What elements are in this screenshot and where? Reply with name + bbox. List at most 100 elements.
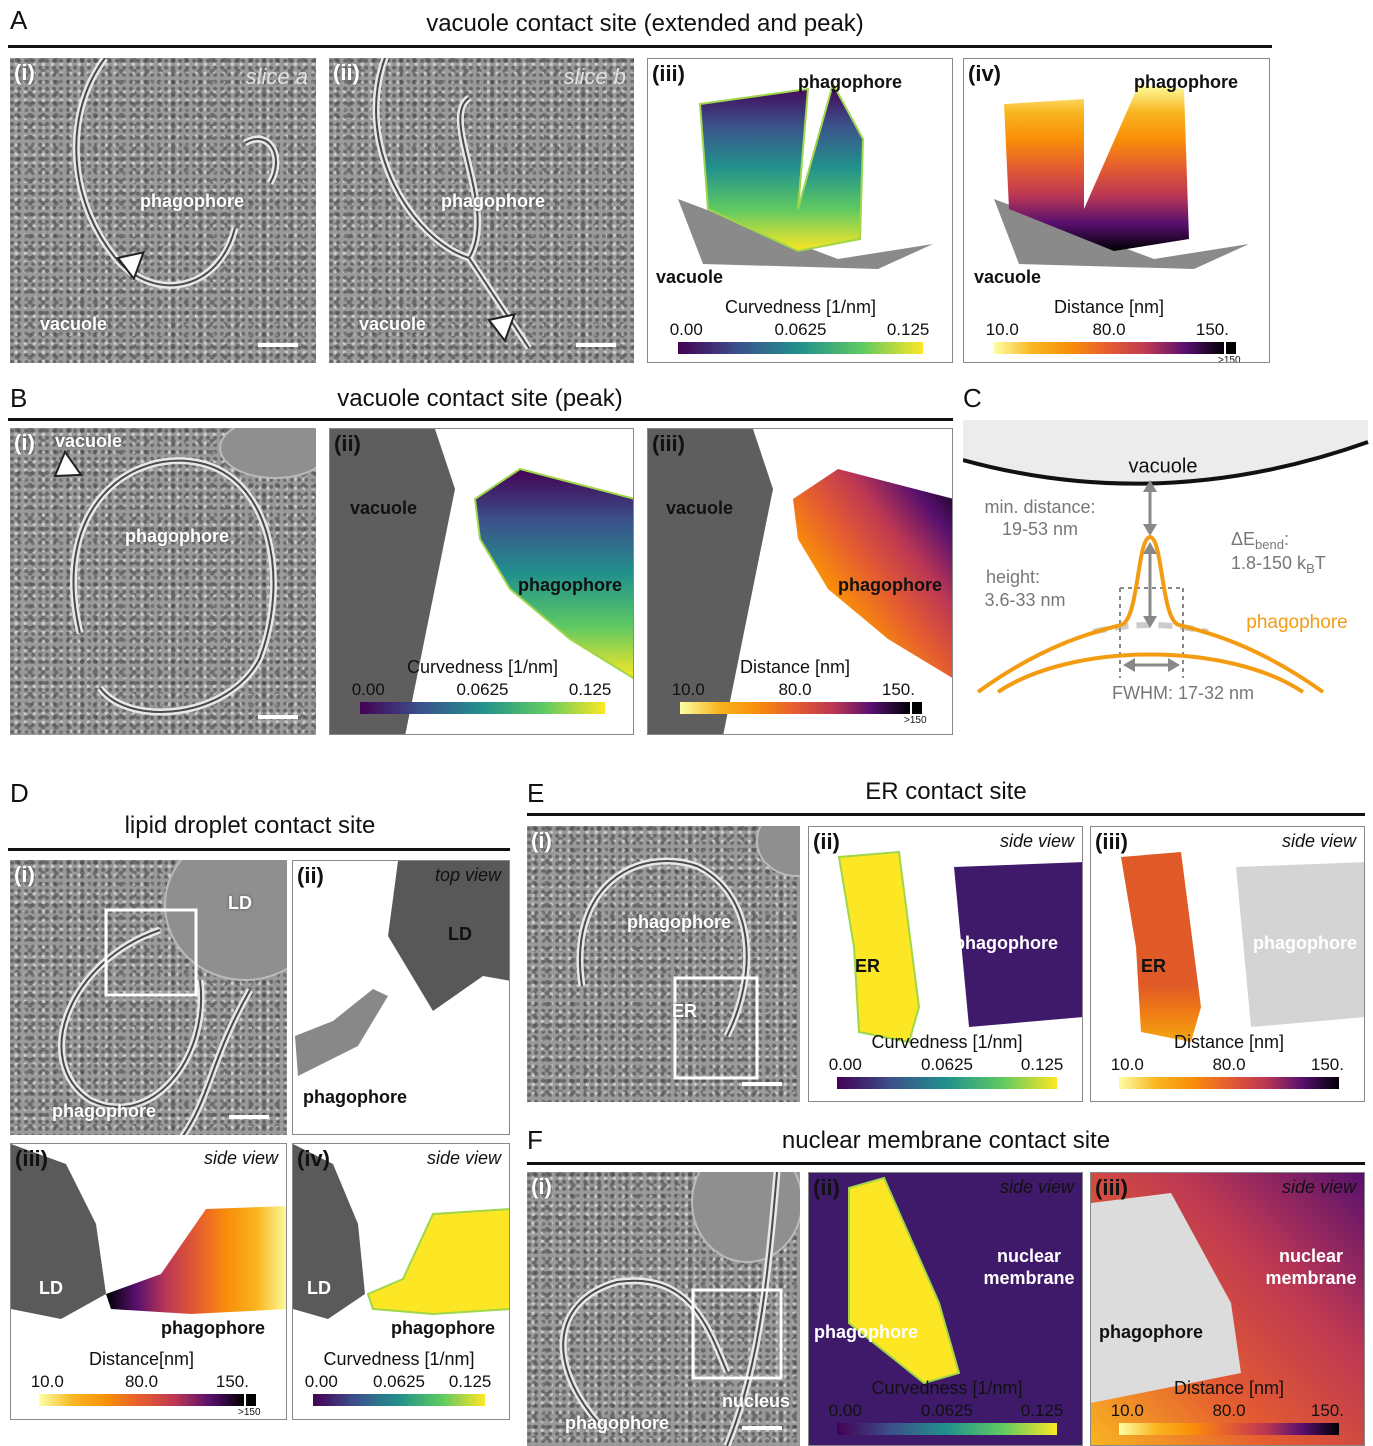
colorbar-tick: 0.125 bbox=[887, 320, 930, 340]
subpanel-label: (iii) bbox=[652, 431, 685, 457]
section-rule bbox=[527, 813, 1365, 816]
colorbar bbox=[678, 342, 923, 354]
structure-label: nucleus bbox=[722, 1390, 790, 1412]
subpanel-label: (iii) bbox=[1095, 1175, 1128, 1201]
view-label: slice a bbox=[246, 64, 308, 90]
colorbar-tick: 0.0625 bbox=[921, 1055, 973, 1075]
view-label: side view bbox=[427, 1148, 501, 1169]
colorbar-tick: 0.00 bbox=[670, 320, 703, 340]
overflow-label: >150 bbox=[1218, 355, 1241, 363]
colorbar-tick: 150. bbox=[1196, 320, 1229, 340]
arrowhead bbox=[47, 452, 81, 488]
colorbar-title: Curvedness [1/nm] bbox=[837, 1032, 1057, 1053]
subpanel-label: (ii) bbox=[333, 60, 360, 86]
structure-label: LD bbox=[448, 923, 472, 945]
subpanel-label: (ii) bbox=[334, 431, 361, 457]
panel-letter: C bbox=[963, 383, 982, 414]
structure-label: vacuole bbox=[350, 497, 417, 519]
colorbar-tick: 0.125 bbox=[1021, 1401, 1064, 1421]
section-rule bbox=[527, 1162, 1365, 1165]
subpanel-label: (i) bbox=[14, 430, 35, 456]
membrane-inner bbox=[61, 930, 201, 1107]
structure-label: vacuole bbox=[359, 313, 426, 335]
colorbar-tick: 0.00 bbox=[829, 1401, 862, 1421]
surface-render: (iii)phagophorevacuoleCurvedness [1/nm]0… bbox=[647, 58, 953, 363]
surface bbox=[330, 429, 455, 735]
colorbar bbox=[837, 1423, 1057, 1435]
organelle bbox=[165, 860, 287, 980]
colorbar-tick: 0.125 bbox=[1021, 1055, 1064, 1075]
zoom-box bbox=[693, 1290, 781, 1378]
micrograph: (i)LDphagophore bbox=[10, 860, 287, 1135]
structure-label: phagophore bbox=[303, 1086, 407, 1108]
colorbar-tick: 150. bbox=[1311, 1055, 1344, 1075]
structure-label: ER bbox=[672, 1000, 697, 1022]
section-rule bbox=[8, 418, 953, 421]
colorbar-title: Distance [nm] bbox=[680, 657, 910, 678]
panel-letter: D bbox=[10, 778, 29, 809]
overflow-swatch bbox=[246, 1394, 256, 1406]
surface bbox=[648, 429, 773, 735]
diagram-c: vacuole min. distance: 19-53 nm height: … bbox=[963, 420, 1370, 710]
surface bbox=[106, 1206, 287, 1314]
colorbar-tick: 0.00 bbox=[305, 1372, 338, 1392]
min-distance-range: 19-53 nm bbox=[1002, 519, 1078, 539]
membrane-outer bbox=[180, 990, 250, 1135]
colorbar-title: Distance[nm] bbox=[39, 1349, 244, 1370]
structure-label: phagophore bbox=[838, 574, 942, 596]
colorbar-tick: 10.0 bbox=[1111, 1401, 1144, 1421]
colorbar-title: Distance [nm] bbox=[1119, 1032, 1339, 1053]
colorbar-tick: 0.0625 bbox=[373, 1372, 425, 1392]
colorbar-tick: 80.0 bbox=[125, 1372, 158, 1392]
colorbar-tick: 150. bbox=[882, 680, 915, 700]
subpanel-label: (iv) bbox=[297, 1146, 330, 1172]
structure-label: phagophore bbox=[391, 1317, 495, 1339]
membrane-inner bbox=[76, 58, 235, 285]
surface-render: (ii)side viewERphagophoreCurvedness [1/n… bbox=[808, 826, 1083, 1102]
structure-label: phagophore bbox=[954, 932, 1058, 954]
min-distance-label: min. distance: bbox=[984, 497, 1095, 517]
section-title: lipid droplet contact site bbox=[125, 812, 376, 840]
height-range: 3.6-33 nm bbox=[984, 590, 1065, 610]
colorbar-title: Distance [nm] bbox=[994, 297, 1224, 318]
colorbar bbox=[360, 702, 605, 714]
colorbar-title: Distance [nm] bbox=[1119, 1378, 1339, 1399]
energy-suffix: : bbox=[1284, 529, 1289, 549]
colorbar-tick: 0.0625 bbox=[457, 680, 509, 700]
figure: vacuole min. distance: 19-53 nm height: … bbox=[0, 0, 1373, 1446]
colorbar bbox=[1119, 1077, 1339, 1089]
colorbar bbox=[837, 1077, 1057, 1089]
subpanel-label: (i) bbox=[14, 862, 35, 888]
structure-label: LD bbox=[228, 892, 252, 914]
surface-render: (ii)top viewLDphagophore bbox=[292, 860, 510, 1135]
overflow-swatch bbox=[1226, 342, 1236, 354]
phagophore-label: phagophore bbox=[1246, 612, 1347, 633]
structure-label: phagophore bbox=[814, 1321, 918, 1343]
subpanel-label: (iv) bbox=[968, 61, 1001, 87]
colorbar-tick: 0.00 bbox=[829, 1055, 862, 1075]
surface-render: (iv) side view LD phagophore Curvedness [1/n… bbox=[292, 1143, 510, 1420]
subpanel-label: (iii) bbox=[15, 1146, 48, 1172]
colorbar-title: Curvedness [1/nm] bbox=[313, 1349, 485, 1370]
subpanel-label: (iii) bbox=[652, 61, 685, 87]
colorbar-tick: 80.0 bbox=[1212, 1401, 1245, 1421]
organelle bbox=[220, 428, 316, 478]
subpanel-label: (i) bbox=[531, 1174, 552, 1200]
organelle bbox=[692, 1172, 800, 1262]
surface-render: (ii)vacuolephagophoreCurvedness [1/nm]0.… bbox=[329, 428, 634, 735]
vacuole-label: vacuole bbox=[1129, 455, 1198, 477]
panel-graphic bbox=[10, 428, 316, 735]
membrane-outer bbox=[76, 58, 235, 285]
structure-label: LD bbox=[307, 1277, 331, 1299]
view-label: side view bbox=[1000, 1177, 1074, 1198]
structure-label: phagophore bbox=[125, 525, 229, 547]
colorbar-title: Curvedness [1/nm] bbox=[837, 1378, 1057, 1399]
surface bbox=[839, 852, 919, 1042]
